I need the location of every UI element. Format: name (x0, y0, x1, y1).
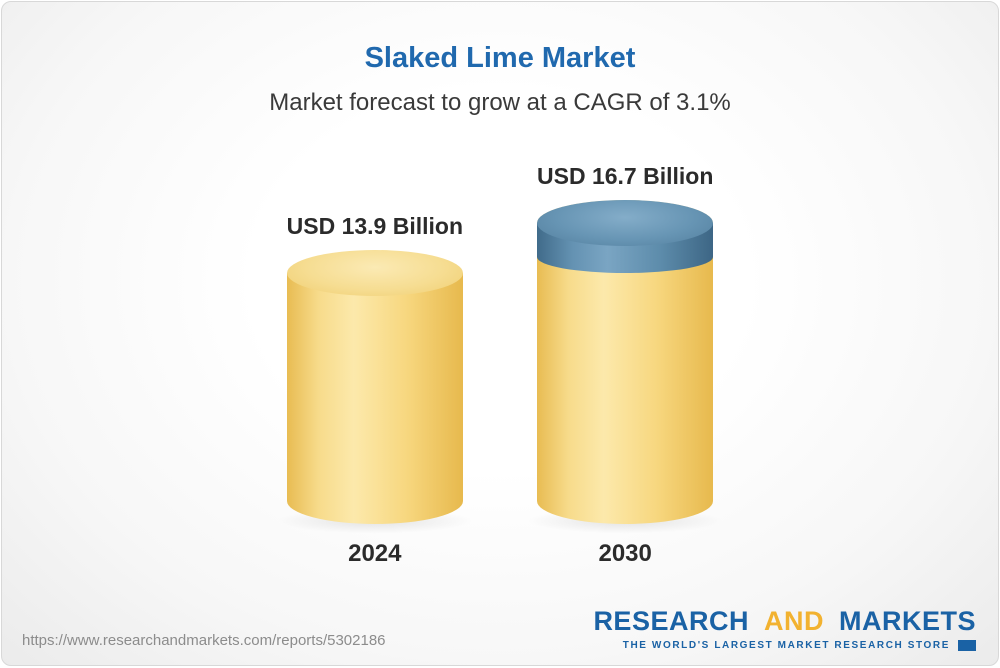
cylinder-2030-body (537, 223, 714, 524)
report-url: https://www.researchandmarkets.com/repor… (22, 632, 386, 649)
cylinder-2024-top (286, 250, 463, 297)
cylinder-2024-body (286, 273, 463, 524)
wordmark-markets: MARKETS (839, 606, 976, 636)
brand-tagline: THE WORLD'S LARGEST MARKET RESEARCH STOR… (622, 640, 950, 651)
brand-tagline-row: THE WORLD'S LARGEST MARKET RESEARCH STOR… (593, 640, 976, 651)
brand-logo: RESEARCH AND MARKETS THE WORLD'S LARGEST… (593, 606, 976, 651)
value-label-2030: USD 16.7 Billion (537, 163, 714, 189)
cylinder-2024 (272, 250, 477, 534)
year-label-2030: 2030 (598, 539, 652, 567)
value-label-2024: USD 13.9 Billion (286, 213, 463, 240)
chart-area: USD 13.9 Billion 2024 USD 16.7 Billion 2… (2, 163, 998, 568)
cylinder-2030 (523, 200, 728, 534)
bar-column-2024: USD 13.9 Billion 2024 (272, 213, 477, 567)
chart-subtitle: Market forecast to grow at a CAGR of 3.1… (269, 89, 731, 116)
chart-title: Slaked Lime Market (364, 42, 636, 74)
bar-column-2030: USD 16.7 Billion 2030 (523, 163, 728, 568)
brand-wordmark: RESEARCH AND MARKETS (593, 606, 976, 637)
year-label-2024: 2024 (348, 539, 402, 567)
wordmark-and: AND (763, 606, 824, 636)
growth-cap-top (537, 200, 714, 246)
wordmark-research: RESEARCH (593, 606, 749, 636)
growth-cap (537, 200, 714, 274)
brand-tagline-block-icon (958, 640, 976, 651)
footer: https://www.researchandmarkets.com/repor… (22, 606, 976, 651)
